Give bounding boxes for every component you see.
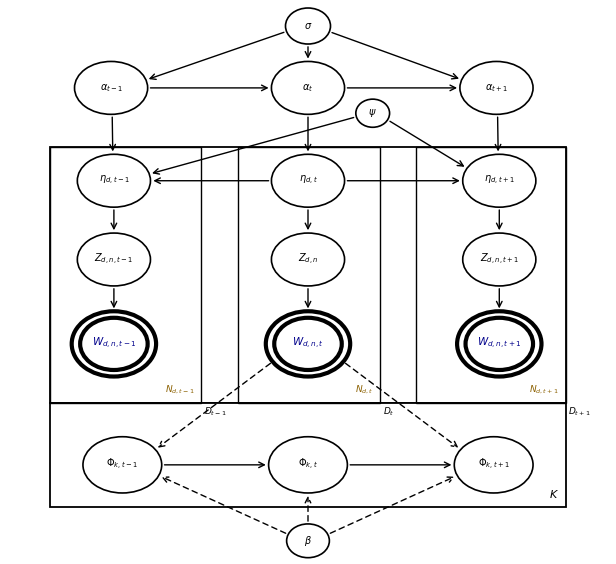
Text: $Z_{d,n,t-1}$: $Z_{d,n,t-1}$ [94, 252, 134, 267]
Text: $\Phi_{k,t+1}$: $\Phi_{k,t+1}$ [478, 457, 509, 473]
Ellipse shape [286, 524, 330, 558]
Ellipse shape [463, 155, 536, 207]
Ellipse shape [78, 155, 150, 207]
Ellipse shape [272, 233, 344, 286]
Ellipse shape [272, 61, 344, 114]
Text: $W_{d,n,t}$: $W_{d,n,t}$ [292, 336, 324, 351]
Bar [51, 147, 201, 403]
Text: $W_{d,n,t-1}$: $W_{d,n,t-1}$ [92, 336, 136, 351]
Ellipse shape [269, 437, 347, 493]
Text: $\alpha_{t-1}$: $\alpha_{t-1}$ [100, 82, 123, 94]
Text: $\eta_{d,t+1}$: $\eta_{d,t+1}$ [484, 174, 514, 187]
Text: $K$: $K$ [549, 488, 559, 500]
Ellipse shape [356, 99, 389, 127]
Bar [51, 147, 565, 403]
Text: $D_t$: $D_t$ [383, 406, 394, 418]
Ellipse shape [75, 61, 148, 114]
Text: $\eta_{d,t-1}$: $\eta_{d,t-1}$ [99, 174, 129, 187]
Ellipse shape [285, 8, 331, 44]
Ellipse shape [78, 233, 150, 286]
Ellipse shape [266, 311, 350, 377]
Text: $W_{d,n,t+1}$: $W_{d,n,t+1}$ [477, 336, 522, 351]
Text: $Z_{d,n,t+1}$: $Z_{d,n,t+1}$ [480, 252, 519, 267]
Bar [238, 147, 380, 403]
Text: $N_{d,t+1}$: $N_{d,t+1}$ [529, 384, 559, 396]
Text: $\Phi_{k,t-1}$: $\Phi_{k,t-1}$ [107, 457, 138, 473]
Text: $\beta$: $\beta$ [304, 534, 312, 548]
Text: $\Phi_{k,t}$: $\Phi_{k,t}$ [298, 457, 318, 473]
Text: $\sigma$: $\sigma$ [304, 21, 312, 31]
Text: $N_{d,t-1}$: $N_{d,t-1}$ [164, 384, 195, 396]
Ellipse shape [71, 311, 156, 377]
Text: $\psi$: $\psi$ [368, 107, 377, 119]
Bar [51, 403, 565, 507]
Text: $\eta_{d,t}$: $\eta_{d,t}$ [299, 174, 317, 187]
Text: $N_{d,t}$: $N_{d,t}$ [355, 384, 373, 396]
Text: $Z_{d,n}$: $Z_{d,n}$ [298, 252, 318, 267]
Text: $D_{t-1}$: $D_{t-1}$ [204, 406, 227, 418]
Ellipse shape [272, 155, 344, 207]
Text: $\alpha_{t+1}$: $\alpha_{t+1}$ [485, 82, 508, 94]
Ellipse shape [83, 437, 162, 493]
Ellipse shape [463, 233, 536, 286]
Text: $D_{t+1}$: $D_{t+1}$ [569, 406, 591, 418]
Ellipse shape [460, 61, 533, 114]
Text: $\alpha_t$: $\alpha_t$ [302, 82, 314, 94]
Ellipse shape [457, 311, 541, 377]
Bar [416, 147, 565, 403]
Ellipse shape [454, 437, 533, 493]
